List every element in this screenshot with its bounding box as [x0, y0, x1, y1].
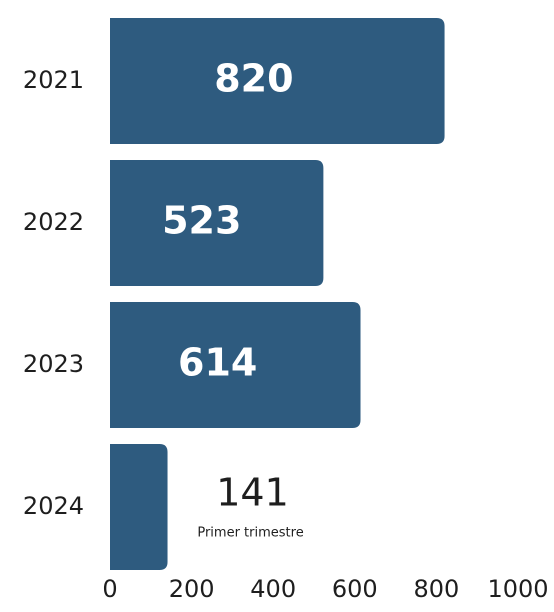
bar-2023 — [110, 302, 361, 428]
bar-2024 — [110, 444, 168, 570]
x-tick-label-1000: 1000 — [487, 575, 548, 603]
category-label-2021: 2021 — [23, 66, 84, 94]
x-tick-label-0: 0 — [102, 575, 117, 603]
x-tick-label-800: 800 — [413, 575, 459, 603]
data-label-2021: 820 — [214, 57, 293, 101]
data-label-2023: 614 — [178, 341, 257, 385]
category-label-2024: 2024 — [23, 492, 84, 520]
category-label-2023: 2023 — [23, 350, 84, 378]
x-tick-label-600: 600 — [332, 575, 378, 603]
data-label-2022: 523 — [162, 199, 241, 243]
x-tick-label-400: 400 — [250, 575, 296, 603]
x-axis-ticks: 0 200 400 600 800 1000 — [102, 575, 548, 603]
bar-2021 — [110, 18, 445, 144]
category-label-2022: 2022 — [23, 208, 84, 236]
value-labels: 820 523 614 141 Primer trimestre — [162, 57, 304, 541]
data-label-2024: 141 — [216, 471, 289, 515]
bars-group — [110, 18, 445, 570]
annotation-2024: Primer trimestre — [197, 526, 303, 541]
category-labels: 2021 2022 2023 2024 — [23, 66, 84, 520]
x-tick-label-200: 200 — [169, 575, 215, 603]
bar-2022 — [110, 160, 324, 286]
